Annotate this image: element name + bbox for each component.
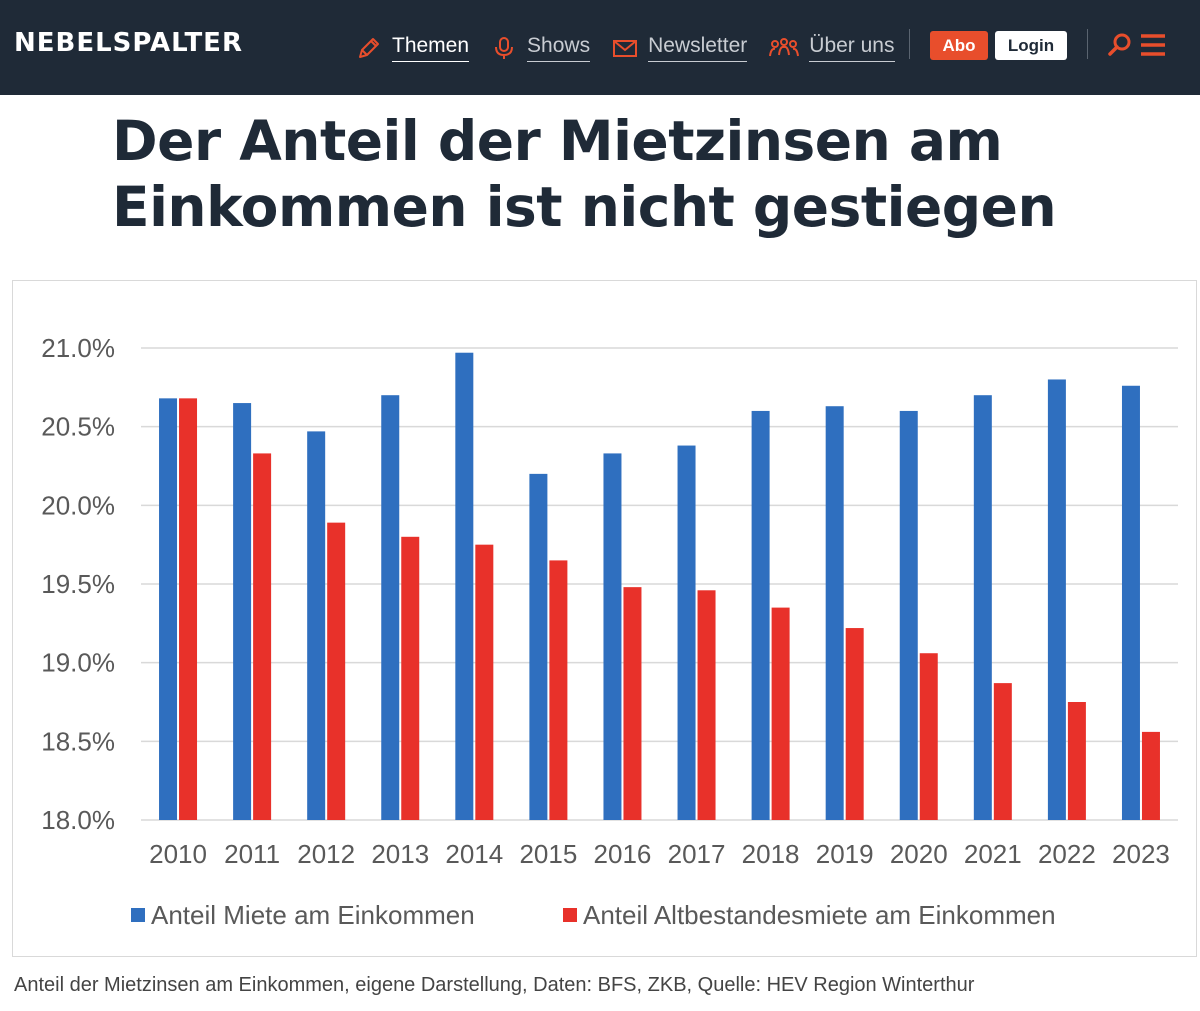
bar-altbestandesmiete bbox=[771, 607, 790, 820]
bar-altbestandesmiete bbox=[623, 587, 642, 820]
abo-button[interactable]: Abo bbox=[930, 31, 988, 60]
legend-label: Anteil Altbestandesmiete am Einkommen bbox=[583, 900, 1056, 930]
image-caption: Anteil der Mietzinsen am Einkommen, eige… bbox=[14, 974, 975, 996]
bar-altbestandesmiete bbox=[1067, 702, 1086, 820]
y-tick-label: 18.0% bbox=[41, 805, 115, 835]
top-navigation-bar: NEBELSPALTER Themen Shows Newsletter bbox=[0, 0, 1200, 95]
x-tick-label: 2013 bbox=[371, 839, 429, 869]
bar-altbestandesmiete bbox=[475, 544, 494, 820]
bar-altbestandesmiete bbox=[327, 522, 346, 820]
y-tick-label: 19.0% bbox=[41, 648, 115, 678]
nav-label-ueber-uns: Über uns bbox=[809, 34, 895, 62]
bar-miete bbox=[529, 473, 548, 820]
bar-altbestandesmiete bbox=[697, 590, 716, 820]
nav-label-themen: Themen bbox=[392, 34, 470, 62]
nav-divider bbox=[909, 29, 910, 59]
nav-label-newsletter: Newsletter bbox=[648, 34, 748, 62]
chart-canvas: 21.0% 20.5% 20.0% 19.5% 19.0% 18.5% 18.0% 2010 2… bbox=[41, 333, 1178, 930]
bar-chart: 21.0% 20.5% 20.0% 19.5% 19.0% 18.5% 18.0% 2010 2… bbox=[12, 280, 1197, 957]
site-logo[interactable]: NEBELSPALTER bbox=[14, 28, 243, 58]
x-tick-label: 2016 bbox=[594, 839, 652, 869]
bar-miete bbox=[825, 406, 844, 820]
legend-label: Anteil Miete am Einkommen bbox=[151, 900, 475, 930]
bar-miete bbox=[603, 453, 622, 820]
legend-swatch bbox=[563, 908, 577, 922]
bar-miete bbox=[1121, 385, 1140, 820]
search-icon[interactable] bbox=[1107, 32, 1133, 58]
bar-miete bbox=[455, 352, 474, 820]
x-tick-label: 2022 bbox=[1038, 839, 1096, 869]
y-tick-label: 20.5% bbox=[41, 412, 115, 442]
y-tick-label: 20.0% bbox=[41, 490, 115, 520]
x-tick-label: 2017 bbox=[668, 839, 726, 869]
bar-miete bbox=[233, 403, 252, 820]
microphone-icon bbox=[495, 36, 514, 59]
bar-altbestandesmiete bbox=[1141, 731, 1160, 820]
x-tick-label: 2020 bbox=[890, 839, 948, 869]
bar-miete bbox=[307, 431, 326, 820]
bar-miete bbox=[677, 445, 696, 820]
legend-swatch bbox=[131, 908, 145, 922]
x-tick-label: 2021 bbox=[964, 839, 1022, 869]
bar-miete bbox=[751, 410, 770, 820]
hamburger-menu-icon[interactable] bbox=[1140, 33, 1166, 57]
nav-item-shows[interactable]: Shows bbox=[491, 34, 591, 62]
bar-altbestandesmiete bbox=[919, 653, 938, 820]
bar-miete bbox=[899, 410, 918, 820]
bar-altbestandesmiete bbox=[401, 536, 420, 820]
bar-altbestandesmiete bbox=[253, 453, 272, 820]
pencil-icon bbox=[359, 37, 379, 58]
login-button[interactable]: Login bbox=[995, 31, 1067, 60]
nav-item-themen[interactable]: Themen bbox=[356, 34, 470, 62]
x-tick-label: 2012 bbox=[297, 839, 355, 869]
y-tick-label: 21.0% bbox=[41, 333, 115, 363]
envelope-icon bbox=[613, 39, 638, 57]
x-tick-label: 2015 bbox=[519, 839, 577, 869]
bar-altbestandesmiete bbox=[845, 628, 864, 820]
x-tick-label: 2019 bbox=[816, 839, 874, 869]
bar-miete bbox=[159, 398, 178, 820]
bar-altbestandesmiete bbox=[549, 560, 568, 820]
nav-item-ueber-uns[interactable]: Über uns bbox=[769, 34, 895, 62]
nav-divider bbox=[1087, 29, 1088, 59]
people-icon bbox=[769, 37, 800, 56]
bar-altbestandesmiete bbox=[179, 398, 198, 820]
nav-item-newsletter[interactable]: Newsletter bbox=[612, 34, 748, 62]
bar-miete bbox=[1047, 379, 1066, 820]
x-tick-label: 2010 bbox=[149, 839, 207, 869]
y-tick-label: 19.5% bbox=[41, 569, 115, 599]
article-headline: Der Anteil der Mietzinsen am Einkommen i… bbox=[112, 109, 1057, 239]
y-tick-label: 18.5% bbox=[41, 726, 115, 756]
bar-altbestandesmiete bbox=[993, 683, 1012, 820]
bar-miete bbox=[381, 395, 400, 820]
x-tick-label: 2014 bbox=[445, 839, 503, 869]
main-nav: Themen Shows Newsletter Über uns bbox=[356, 0, 917, 95]
x-tick-label: 2011 bbox=[224, 839, 280, 869]
x-tick-label: 2023 bbox=[1112, 839, 1170, 869]
x-tick-label: 2018 bbox=[742, 839, 800, 869]
nav-label-shows: Shows bbox=[527, 34, 591, 62]
bar-miete bbox=[973, 395, 992, 820]
